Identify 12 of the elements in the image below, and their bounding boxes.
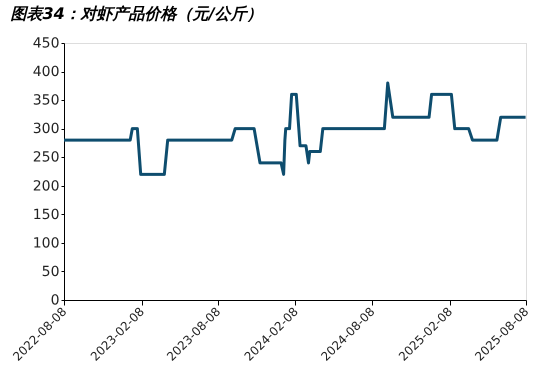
chart-title: 图表34：对虾产品价格（元/公斤）	[10, 4, 263, 23]
y-tick-label: 150	[32, 206, 60, 223]
line-series	[62, 81, 528, 176]
y-tick-label: 50	[42, 264, 60, 280]
y-tick-label: 200	[32, 178, 60, 194]
y-tick-label: 400	[32, 64, 60, 80]
y-tick-label: 300	[32, 121, 60, 138]
y-tick-label: 350	[32, 92, 60, 109]
y-tick-label: 250	[32, 150, 60, 166]
y-tick-label: 100	[32, 235, 60, 252]
y-tick-label: 450	[32, 36, 60, 52]
y-tick-label: 0	[50, 292, 60, 308]
